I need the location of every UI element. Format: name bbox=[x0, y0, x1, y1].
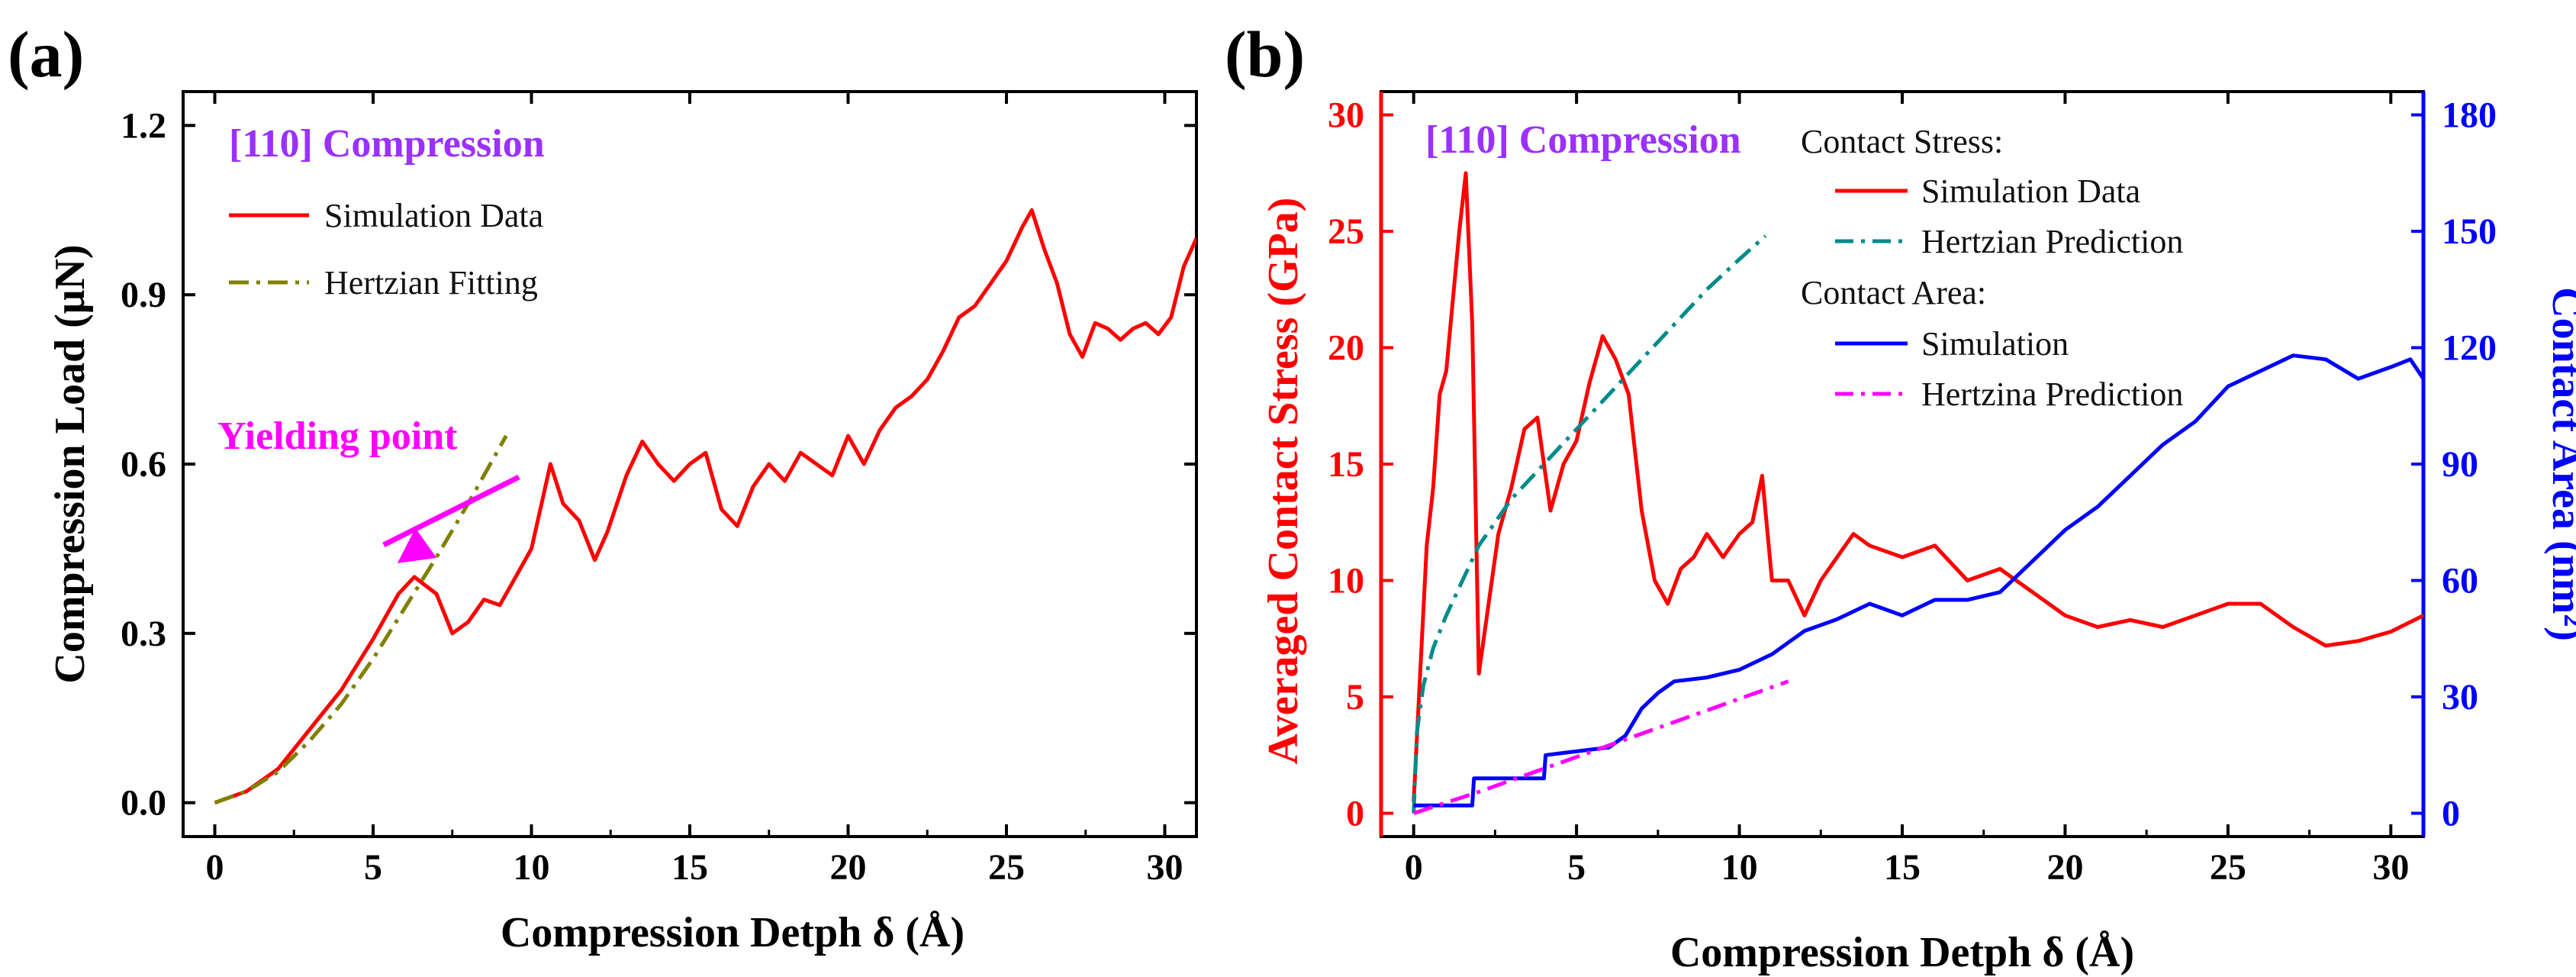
panel-a-xtick-label-25: 25 bbox=[988, 847, 1025, 888]
panel-a-xtick-label-0: 0 bbox=[206, 847, 224, 888]
panel-a-chart: 0 5 10 15 20 25 30 0.0 0.3 0.6 0.9 1.2 [110] Compre… bbox=[47, 90, 1198, 956]
legend-b-group-area: Contact Area: bbox=[1801, 274, 1986, 311]
legend-a-simulation-label: Simulation Data bbox=[324, 197, 543, 234]
panel-a-ytick-label-0: 0.0 bbox=[121, 783, 166, 824]
panel-a-ticks: 0 5 10 15 20 25 30 0.0 0.3 0.6 0.9 1.2 bbox=[121, 92, 1196, 888]
panel-a-xtick-label-10: 10 bbox=[514, 847, 550, 888]
legend-b-area-sim-label: Simulation bbox=[1921, 325, 2069, 363]
yielding-arrow-shaft bbox=[382, 474, 520, 548]
panel-a-series-simulation-data bbox=[214, 208, 1196, 804]
panel-b-ytick-label-2: 10 bbox=[1328, 561, 1364, 601]
panel-b-ytick-r-label-2: 60 bbox=[2442, 561, 2478, 601]
panel-b-frame bbox=[1380, 90, 2425, 838]
panel-b-xtick-label-15: 15 bbox=[1884, 847, 1921, 888]
panel-a-series-hertzian-fitting bbox=[214, 434, 508, 804]
panel-b-series-layer bbox=[1412, 171, 2423, 815]
panel-b-ytick-label-3: 15 bbox=[1328, 444, 1364, 485]
legend-b-stress-sim-label: Simulation Data bbox=[1921, 173, 2140, 210]
panel-b-ytick-label-6: 30 bbox=[1328, 95, 1364, 136]
panel-b-ytick-r-label-0: 0 bbox=[2442, 794, 2460, 834]
panel-b-series-simulation bbox=[1413, 353, 2423, 808]
panel-a-ylabel: Compression Load (μN) bbox=[47, 244, 94, 683]
panel-a-ytick-label-3: 0.9 bbox=[121, 275, 166, 315]
panel-a-ytick-label-1: 0.3 bbox=[121, 614, 166, 654]
panel-b-xlabel: Compression Detph δ (Å) bbox=[1670, 929, 2134, 976]
panel-b-xtick-label-0: 0 bbox=[1405, 847, 1423, 888]
panel-b-ytick-label-1: 5 bbox=[1346, 677, 1364, 717]
panel-b-legend: Contact Stress: Simulation Data Hertzian… bbox=[1801, 123, 2183, 413]
panel-a-xtick-label-30: 30 bbox=[1147, 847, 1183, 888]
panel-b-ytick-r-label-3: 90 bbox=[2442, 444, 2478, 485]
legend-b-group-stress: Contact Stress: bbox=[1801, 123, 2003, 160]
panel-b-series-simulation-data bbox=[1412, 171, 2423, 802]
legend-a-hertzian-label: Hertzian Fitting bbox=[324, 264, 538, 301]
panel-b-ytick-r-label-6: 180 bbox=[2442, 95, 2497, 136]
panel-b-ytick-r-label-4: 120 bbox=[2442, 328, 2497, 369]
panel-b-letter: (b) bbox=[1225, 18, 1305, 91]
panel-b-xtick-label-10: 10 bbox=[1721, 847, 1758, 888]
panel-b-ytick-label-5: 25 bbox=[1328, 211, 1364, 252]
panel-b-chart: 0 5 10 15 20 25 30 0 5 10 15 20 25 30 0 30 60 90 120 150 180… bbox=[1260, 90, 2576, 976]
yielding-point-arrow bbox=[382, 474, 520, 563]
panel-b-series-hertzian-prediction bbox=[1412, 234, 1767, 814]
panel-b-xtick-label-25: 25 bbox=[2210, 847, 2246, 888]
panel-b-ytick-r-label-1: 30 bbox=[2442, 677, 2478, 717]
panel-b-xtick-label-30: 30 bbox=[2372, 847, 2409, 888]
legend-b-stress-hertz-label: Hertzian Prediction bbox=[1921, 223, 2183, 260]
panel-b-ytick-label-0: 0 bbox=[1346, 794, 1364, 834]
panel-a-xtick-label-15: 15 bbox=[671, 847, 708, 888]
panel-b-xtick-label-5: 5 bbox=[1567, 847, 1586, 888]
panel-a-ytick-label-4: 1.2 bbox=[121, 105, 166, 146]
yielding-point-label: Yielding point bbox=[217, 414, 458, 458]
panel-a-letter: (a) bbox=[8, 18, 84, 91]
panel-b-series-hertzina-prediction bbox=[1412, 679, 1789, 815]
panel-b-ytick-r-label-5: 150 bbox=[2442, 211, 2497, 252]
panel-b-xtick-label-20: 20 bbox=[2046, 847, 2083, 888]
panel-a-xtick-label-5: 5 bbox=[364, 847, 382, 888]
panel-a-ytick-label-2: 0.6 bbox=[121, 444, 166, 485]
panel-a-legend: Simulation Data Hertzian Fitting bbox=[229, 197, 543, 301]
panel-a-xlabel: Compression Detph δ (Å) bbox=[501, 909, 964, 956]
yielding-arrow-head bbox=[397, 527, 437, 563]
panel-a-title: [110] Compression bbox=[229, 122, 545, 166]
legend-b-area-hertz-label: Hertzina Prediction bbox=[1921, 376, 2183, 413]
panel-a-series-layer bbox=[214, 208, 1196, 804]
panel-b-ylabel-right: Contact Area (nm²) bbox=[2543, 287, 2576, 641]
panel-b-ylabel-left: Averaged Contact Stress (GPa) bbox=[1260, 198, 1307, 765]
panel-b-ticks: 0 5 10 15 20 25 30 0 5 10 15 20 25 30 0 30 60 90 120 150 180 bbox=[1328, 92, 2497, 888]
panel-b-title: [110] Compression bbox=[1425, 118, 1741, 162]
panel-b-ytick-label-4: 20 bbox=[1328, 328, 1364, 369]
panel-a-xtick-label-20: 20 bbox=[830, 847, 867, 888]
